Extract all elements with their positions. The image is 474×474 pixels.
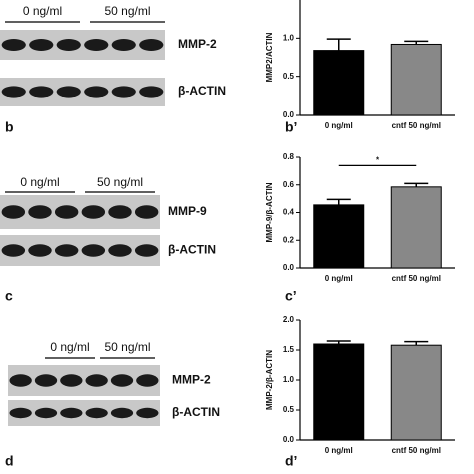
y-tick-label: 2.0 [283,315,295,324]
bar [390,186,442,269]
blot-band [28,244,52,257]
blot-band [139,86,164,98]
x-tick-label: cntf 50 ng/ml [392,274,441,283]
blot-band [29,86,54,98]
y-tick-label: 1.0 [283,375,295,384]
panel-label: d’ [285,453,297,469]
blot-band [9,407,32,419]
blot-background [0,30,165,60]
y-tick-label: 0.0 [283,263,295,272]
blot-background [0,235,160,266]
blot-band [84,86,109,98]
panel-label: d [5,453,14,469]
y-tick-label: 0.5 [283,72,295,81]
blot-band [1,205,26,219]
blot-band [9,374,32,387]
blot-band [136,407,159,419]
group-label: 0 ng/ml [50,340,89,354]
x-tick-label: 0 ng/ml [325,446,353,455]
blot-band [84,39,109,51]
band-label: MMP-2 [178,37,217,51]
group-label: 50 ng/ml [104,4,150,18]
blot-band [60,407,83,419]
bar [313,343,365,441]
blot-background [8,365,160,396]
blot-band [108,244,132,257]
band-label: β-ACTIN [168,243,216,257]
bar [390,344,442,441]
panel-label: b’ [285,119,297,135]
y-axis-label: MMP-9/β-ACTIN [265,182,274,242]
y-tick-label: 0.0 [283,435,295,444]
blot-band [81,205,106,219]
blot-band [1,86,26,98]
blot-band [134,244,159,257]
significance-label: * [376,155,380,164]
blot-band [54,205,79,219]
bar [313,204,365,269]
blot-band [34,374,58,387]
blot-band [60,374,83,387]
band-label: MMP-2 [172,373,211,387]
band-label: β-ACTIN [178,84,226,98]
y-tick-label: 0.2 [283,235,295,244]
blot-band [28,205,52,219]
blot-band [29,39,54,51]
group-label: 50 ng/ml [97,175,143,189]
panel-label: c’ [285,288,297,304]
y-tick-label: 0.4 [283,208,295,217]
bar [313,50,365,116]
group-label: 0 ng/ml [20,175,59,189]
blot-background [0,195,160,229]
blot-band [110,374,134,387]
band-label: MMP-9 [168,204,207,218]
bar [390,43,442,116]
blot-band [85,374,108,387]
blot-band [134,205,159,219]
blot-band [136,374,159,387]
blot-band [139,39,164,51]
blot-background [8,400,160,426]
y-axis-label: MMP2/ACTIN [265,32,274,82]
blot-band [108,205,132,219]
group-label: 0 ng/ml [23,4,62,18]
x-tick-label: 0 ng/ml [325,121,353,130]
y-tick-label: 0.6 [283,180,295,189]
group-label: 50 ng/ml [104,340,150,354]
blot-band [1,39,26,51]
x-tick-label: cntf 50 ng/ml [392,121,441,130]
y-tick-label: 0.0 [283,110,295,119]
x-tick-label: cntf 50 ng/ml [392,446,441,455]
blot-band [85,407,108,419]
blot-band [110,407,134,419]
blot-band [1,244,26,257]
blot-band [34,407,58,419]
blot-band [56,86,81,98]
blot-band [111,86,136,98]
y-tick-label: 0.8 [283,152,295,161]
y-tick-label: 0.5 [283,405,295,414]
y-tick-label: 1.0 [283,33,295,42]
panel-label: b [5,119,14,135]
blot-band [56,39,81,51]
blot-band [54,244,79,257]
panel-label: c [5,288,13,304]
y-tick-label: 1.5 [283,345,295,354]
y-axis-label: MMP-2/β-ACTIN [265,350,274,410]
x-tick-label: 0 ng/ml [325,274,353,283]
blot-background [0,78,165,106]
band-label: β-ACTIN [172,405,220,419]
blot-band [81,244,106,257]
blot-band [111,39,136,51]
